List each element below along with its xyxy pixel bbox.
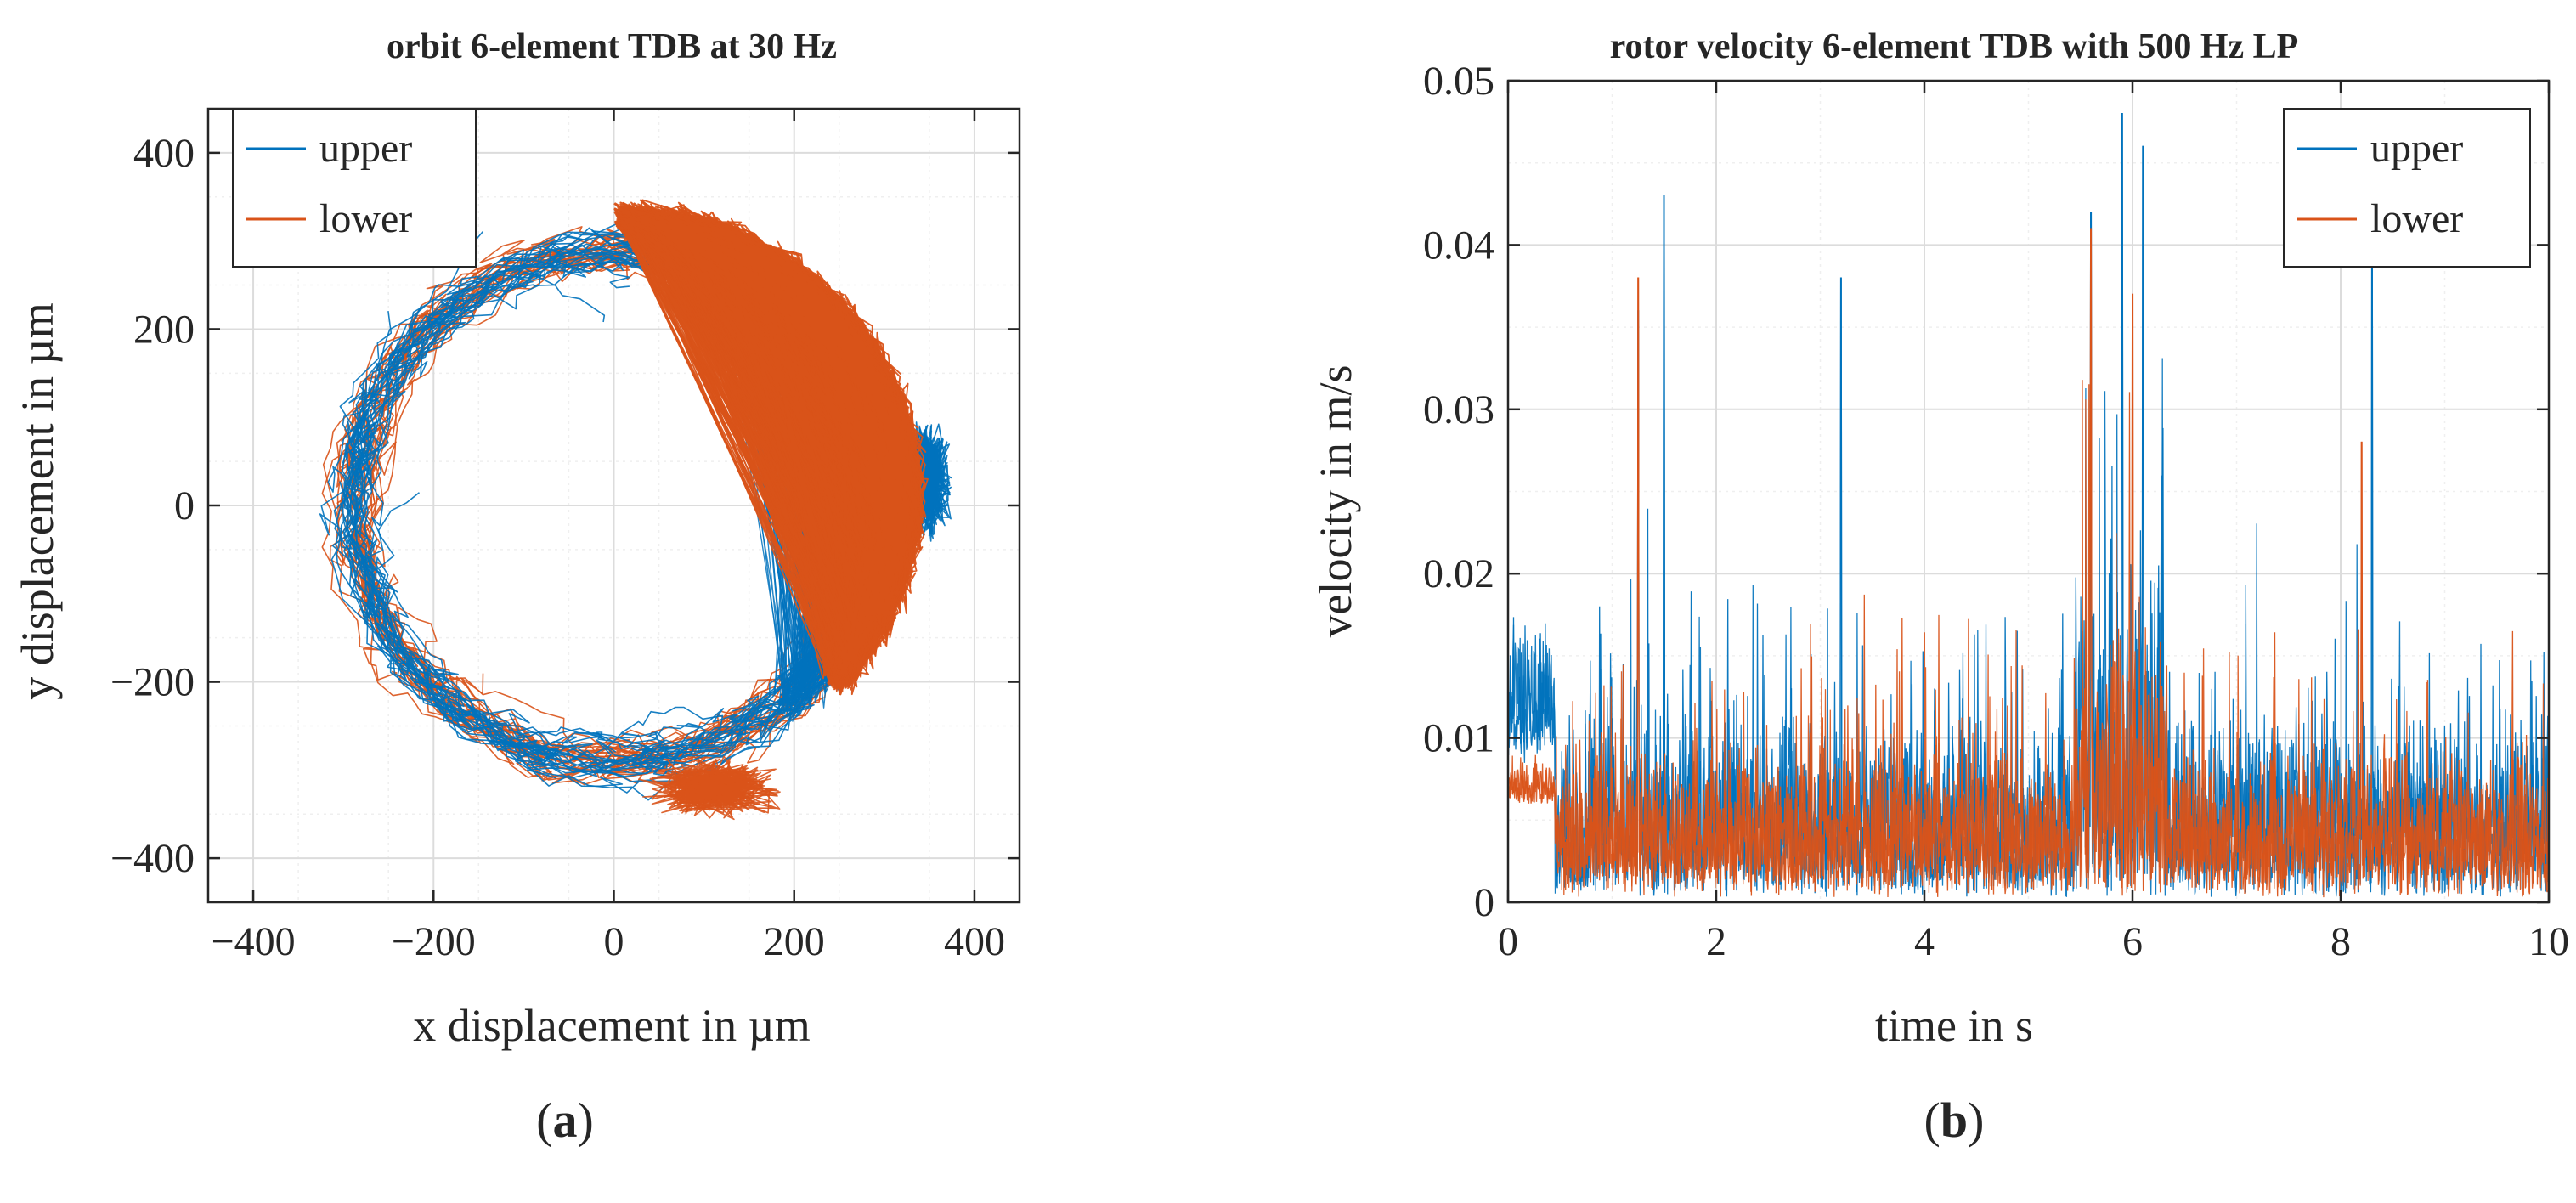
tick-label-x: 10 xyxy=(2528,919,2569,964)
orbit-trace-upper xyxy=(348,223,901,801)
velocity-line-lower xyxy=(1507,228,2550,898)
tick-label-y: 0.05 xyxy=(1423,59,1494,104)
velocity-axes-box xyxy=(1506,79,2551,904)
tick-label-x: 8 xyxy=(2330,919,2351,964)
velocity-chart: 0 2 4 6 8 10 0 0.01 0.02 0.03 0.04 0.05 rotor veloc… xyxy=(1310,27,2569,1051)
tick-label-x: 400 xyxy=(944,919,1005,964)
orbit-cluster-lower xyxy=(649,759,781,819)
tick-label-y: 0.03 xyxy=(1423,387,1494,432)
orbit-chart: −400 −200 0 200 400 −400 −200 0 200 400 orbit 6-e… xyxy=(12,27,1021,1051)
velocity-xlabel: time in s xyxy=(1875,1000,2033,1051)
tick-label-y: 0.01 xyxy=(1423,716,1494,761)
velocity-legend-upper-label: upper xyxy=(2370,126,2463,171)
orbit-legend-lower-label: lower xyxy=(319,196,412,241)
velocity-legend-lower-label: lower xyxy=(2370,196,2463,241)
tick-label-x: 0 xyxy=(1498,919,1518,964)
orbit-ticks: −400 −200 0 200 400 −400 −200 0 200 400 xyxy=(110,109,1020,964)
tick-label-x: 4 xyxy=(1914,919,1935,964)
velocity-line-upper xyxy=(1507,113,2550,897)
orbit-title: orbit 6-element TDB at 30 Hz xyxy=(387,27,837,66)
tick-label-x: 6 xyxy=(2122,919,2143,964)
tick-label-x: −400 xyxy=(212,919,296,964)
velocity-data xyxy=(1507,113,2550,898)
orbit-xlabel: x displacement in µm xyxy=(413,1000,811,1051)
velocity-legend: upper lower xyxy=(2283,108,2531,268)
tick-label-y: −200 xyxy=(110,660,195,705)
subfigure-label-a: (a) xyxy=(536,1093,594,1148)
subfigure-label-b: (b) xyxy=(1924,1093,1985,1148)
tick-label-x: 2 xyxy=(1706,919,1726,964)
tick-label-y: 200 xyxy=(133,307,195,352)
orbit-ylabel: y displacement in µm xyxy=(12,302,63,700)
velocity-ticks: 0 2 4 6 8 10 0 0.01 0.02 0.03 0.04 0.05 xyxy=(1423,59,2569,964)
tick-label-y: −400 xyxy=(110,836,195,881)
velocity-line-lower xyxy=(1507,228,2550,898)
orbit-legend-upper-label: upper xyxy=(319,126,412,171)
velocity-ylabel: velocity in m/s xyxy=(1310,365,1361,638)
tick-label-y: 0 xyxy=(1474,880,1494,925)
tick-label-x: 0 xyxy=(604,919,624,964)
tick-label-y: 0.04 xyxy=(1423,223,1494,268)
orbit-data xyxy=(319,199,952,821)
tick-label-y: 0.02 xyxy=(1423,551,1494,596)
tick-label-y: 0 xyxy=(174,483,195,528)
tick-label-x: 200 xyxy=(764,919,825,964)
orbit-legend: upper lower xyxy=(232,108,477,268)
tick-label-x: −200 xyxy=(392,919,476,964)
orbit-band-lower xyxy=(616,203,923,685)
velocity-title: rotor velocity 6-element TDB with 500 Hz… xyxy=(1610,27,2299,66)
tick-label-y: 400 xyxy=(133,131,195,176)
